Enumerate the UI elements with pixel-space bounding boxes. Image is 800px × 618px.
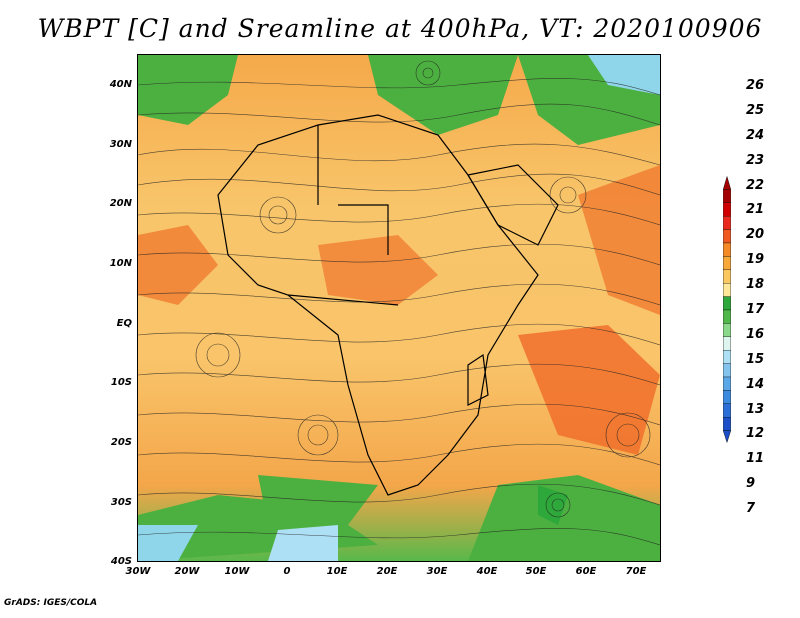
colorbar-label: 24	[746, 127, 765, 143]
colorbar-cell	[723, 189, 731, 203]
colorbar-label: 15	[746, 351, 765, 367]
colorbar-label: 23	[746, 152, 765, 168]
colorbar-label: 17	[746, 302, 765, 317]
colorbar-cell	[723, 417, 731, 431]
colorbar-label: 19	[746, 252, 765, 268]
colorbar-cell	[723, 403, 731, 418]
lat-label-30n: 30N	[109, 139, 132, 150]
colorbar-label: 9	[746, 476, 756, 492]
colorbar-cell	[723, 269, 731, 284]
lat-label-40s: 40S	[110, 556, 132, 567]
colorbar-label: 13	[746, 401, 765, 417]
colorbar-label: 7	[746, 501, 756, 517]
lat-label-10n: 10N	[109, 258, 132, 269]
lat-label-20s: 20S	[110, 437, 132, 448]
lat-label-30s: 30S	[110, 497, 132, 508]
streamline-map	[138, 55, 660, 561]
colorbar-label: 14	[746, 376, 765, 392]
colorbar-cell	[723, 229, 731, 244]
colorbar-cell	[723, 296, 731, 311]
lat-label-10s: 10S	[110, 377, 132, 388]
colorbar-cell	[723, 256, 731, 270]
colorbar-label: 16	[746, 326, 765, 342]
colorbar-label: 21	[746, 202, 765, 218]
lon-label-40e: 40E	[476, 566, 498, 577]
lon-label-60e: 60E	[575, 566, 597, 577]
temperature-shading	[138, 55, 660, 561]
colorbar-cell	[723, 376, 731, 391]
lon-label-30w: 30W	[125, 566, 151, 577]
lon-label-0: 0	[283, 566, 291, 577]
lon-label-20e: 20E	[376, 566, 398, 577]
lon-label-20w: 20W	[174, 566, 200, 577]
lat-label-20n: 20N	[109, 198, 132, 209]
colorbar-label: 20	[746, 227, 765, 243]
colorbar-label: 12	[746, 426, 765, 442]
colorbar-bottom-arrow	[722, 430, 732, 444]
colorbar-label: 22	[746, 177, 765, 193]
coastlines	[217, 114, 559, 496]
colorbar-label: 25	[746, 102, 765, 118]
colorbar-cell	[723, 363, 731, 378]
colorbar-top-arrow	[722, 175, 732, 190]
colorbar-cell	[723, 283, 731, 297]
colorbar-cell	[723, 242, 731, 257]
colorbar-cell	[723, 202, 731, 217]
streamlines	[138, 60, 660, 546]
colorbar-label: 18	[746, 277, 765, 293]
footer-credit: GrADS: IGES/COLA	[4, 598, 98, 608]
colorbar-cell	[723, 309, 731, 324]
lon-label-50e: 50E	[525, 566, 547, 577]
lat-label-eq: EQ	[116, 318, 132, 329]
colorbar-label: 26	[746, 78, 765, 93]
colorbar-cell	[723, 216, 731, 230]
map-title: WBPT [C] and Sreamline at 400hPa, VT: 20…	[37, 14, 763, 43]
colorbar-label: 11	[746, 451, 765, 467]
lon-label-30e: 30E	[426, 566, 448, 577]
colorbar-cell	[723, 350, 731, 364]
lon-label-70e: 70E	[625, 566, 647, 577]
colorbar	[722, 175, 732, 444]
colorbar-cell	[723, 336, 731, 351]
colorbar-cells	[722, 175, 732, 444]
colorbar-cell	[723, 390, 731, 404]
map-plot-area	[137, 54, 661, 562]
lat-label-40n: 40N	[109, 79, 132, 90]
lon-label-10w: 10W	[224, 566, 250, 577]
lon-label-10e: 10E	[326, 566, 348, 577]
colorbar-cell	[723, 323, 731, 337]
